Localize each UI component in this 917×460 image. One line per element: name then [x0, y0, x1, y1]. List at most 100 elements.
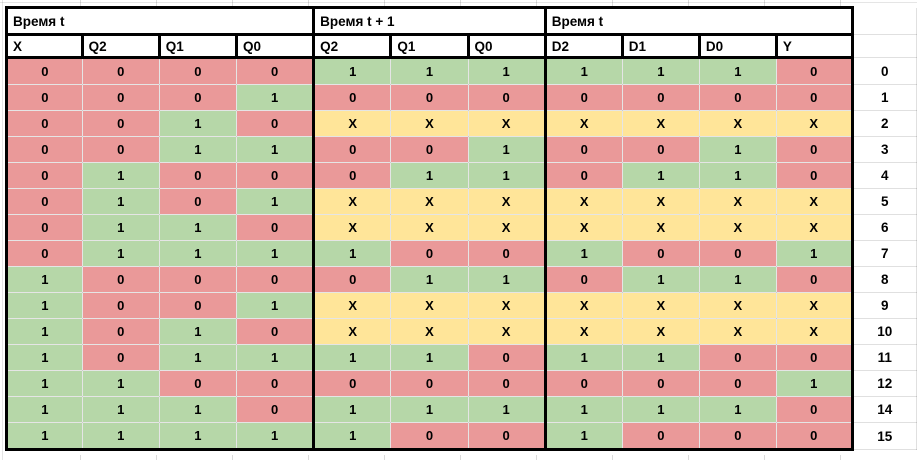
cell[interactable]: X [390, 292, 469, 319]
cell[interactable]: 1 [544, 344, 623, 371]
cell[interactable]: 1 [313, 240, 392, 267]
cell[interactable]: X [698, 110, 777, 137]
cell[interactable]: X [390, 188, 469, 215]
cell[interactable]: 0 [313, 266, 392, 293]
cell[interactable]: 0 [235, 396, 316, 423]
cell[interactable]: 1 [775, 370, 854, 397]
cell[interactable]: X [467, 292, 547, 319]
cell[interactable]: 0 [5, 110, 83, 137]
cell[interactable]: 0 [235, 110, 316, 137]
cell[interactable]: 1 [158, 240, 237, 267]
cell[interactable]: 0 [158, 84, 237, 111]
cell[interactable]: 0 [775, 266, 854, 293]
cell[interactable]: X [390, 318, 469, 345]
row-label[interactable]: 11 [852, 344, 917, 371]
cell[interactable]: 1 [81, 188, 160, 215]
cell[interactable]: 1 [158, 344, 237, 371]
column-header-x-0[interactable]: X [5, 33, 84, 59]
cell[interactable]: X [698, 318, 777, 345]
cell[interactable]: X [775, 318, 854, 345]
cell[interactable]: 0 [775, 136, 854, 163]
cell[interactable]: 1 [81, 370, 160, 397]
row-label[interactable]: 3 [852, 136, 917, 163]
cell[interactable]: 0 [775, 344, 854, 371]
header-group-0[interactable]: Время t [4, 6, 316, 36]
cell[interactable]: 0 [467, 370, 547, 397]
cell[interactable]: 0 [621, 84, 700, 111]
cell[interactable]: 1 [81, 240, 160, 267]
cell[interactable]: 1 [235, 136, 316, 163]
cell[interactable]: 1 [5, 318, 83, 345]
cell[interactable]: 1 [390, 162, 469, 189]
cell[interactable]: 1 [544, 422, 623, 451]
cell[interactable]: X [698, 292, 777, 319]
cell[interactable]: 0 [81, 318, 160, 345]
cell[interactable]: X [390, 214, 469, 241]
cell[interactable]: 1 [698, 57, 777, 85]
cell[interactable]: 0 [158, 370, 237, 397]
cell[interactable]: 1 [235, 84, 316, 111]
cell[interactable]: 0 [81, 136, 160, 163]
cell[interactable]: X [544, 188, 623, 215]
cell[interactable]: X [621, 292, 700, 319]
cell[interactable]: 0 [313, 136, 392, 163]
cell[interactable]: X [313, 188, 392, 215]
cell[interactable]: 1 [158, 396, 237, 423]
cell[interactable]: 0 [235, 162, 316, 189]
cell[interactable]: 1 [235, 188, 316, 215]
cell[interactable]: X [775, 110, 854, 137]
row-label[interactable]: 8 [852, 266, 917, 293]
cell[interactable]: 1 [698, 136, 777, 163]
cell[interactable]: X [544, 214, 623, 241]
column-header-q1-5[interactable]: Q1 [389, 33, 470, 59]
cell[interactable]: 0 [390, 84, 469, 111]
row-label[interactable]: 7 [852, 240, 917, 267]
cell[interactable]: 1 [313, 422, 392, 451]
cell[interactable]: X [544, 318, 623, 345]
cell[interactable]: 0 [313, 162, 392, 189]
cell[interactable]: X [313, 110, 392, 137]
cell[interactable]: 0 [621, 240, 700, 267]
column-header-q0-6[interactable]: Q0 [466, 33, 547, 59]
row-label[interactable]: 10 [852, 318, 917, 345]
row-label[interactable]: 14 [852, 396, 917, 423]
cell[interactable]: 0 [313, 370, 392, 397]
cell[interactable]: 1 [5, 422, 83, 451]
column-header-q1-2[interactable]: Q1 [157, 33, 238, 59]
row-label[interactable]: 2 [852, 110, 917, 137]
cell[interactable]: 0 [467, 422, 547, 451]
cell[interactable]: 1 [158, 422, 237, 451]
cell[interactable]: 0 [81, 266, 160, 293]
row-label[interactable]: 15 [852, 422, 917, 450]
cell[interactable]: 0 [5, 162, 83, 189]
row-label[interactable]: 0 [852, 57, 917, 85]
cell[interactable]: 0 [544, 266, 623, 293]
cell[interactable]: 0 [390, 240, 469, 267]
cell[interactable]: X [313, 318, 392, 345]
cell[interactable]: 1 [313, 57, 392, 85]
cell[interactable]: 1 [698, 162, 777, 189]
cell[interactable]: 1 [467, 266, 547, 293]
column-header-d1-8[interactable]: D1 [620, 33, 701, 59]
cell[interactable]: 1 [5, 370, 83, 397]
cell[interactable]: 0 [390, 422, 469, 451]
cell[interactable]: 1 [5, 344, 83, 371]
row-label[interactable]: 4 [852, 162, 917, 189]
row-label[interactable]: 6 [852, 214, 917, 241]
cell[interactable]: 1 [467, 136, 547, 163]
cell[interactable]: 0 [158, 266, 237, 293]
cell[interactable]: 1 [621, 162, 700, 189]
cell[interactable]: 0 [698, 370, 777, 397]
cell[interactable]: 0 [81, 84, 160, 111]
cell[interactable]: 0 [544, 84, 623, 111]
cell[interactable]: 0 [81, 110, 160, 137]
column-header-q0-3[interactable]: Q0 [234, 33, 316, 59]
cell[interactable]: X [390, 110, 469, 137]
cell[interactable]: 0 [775, 422, 854, 451]
cell[interactable]: X [467, 110, 547, 137]
header-group-1[interactable]: Время t + 1 [312, 6, 547, 36]
cell[interactable]: 0 [467, 344, 547, 371]
cell[interactable]: 0 [544, 136, 623, 163]
row-label[interactable]: 12 [852, 370, 917, 397]
cell[interactable]: 1 [390, 344, 469, 371]
